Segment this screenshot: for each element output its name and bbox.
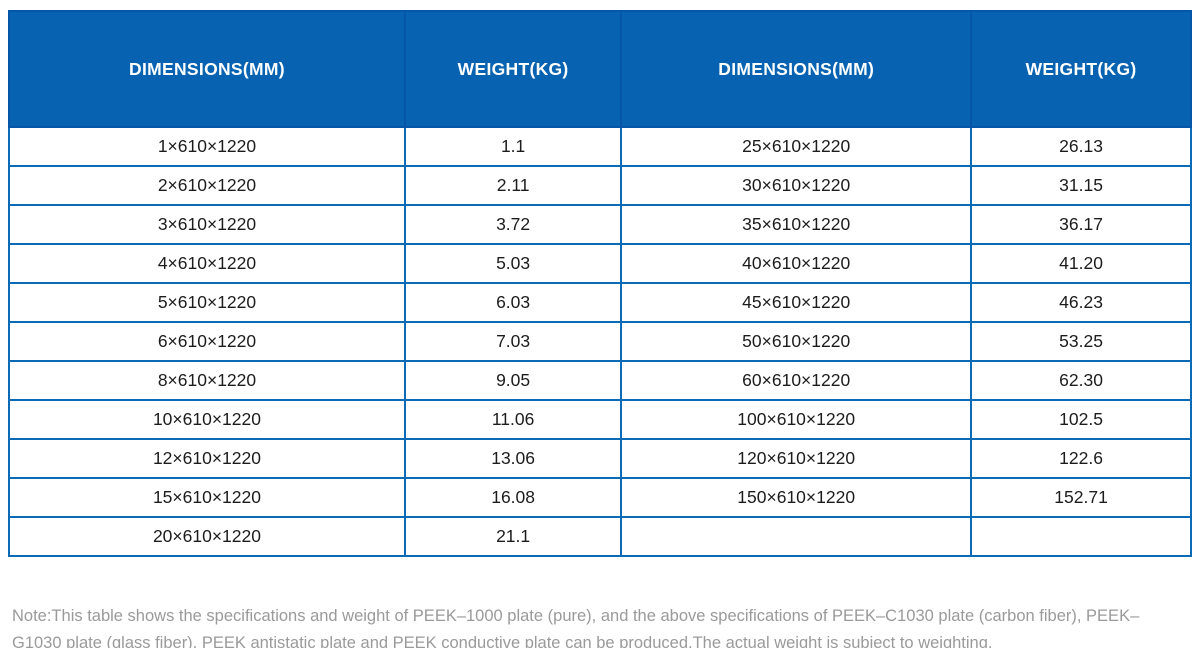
header-weight-left: WEIGHT(KG) — [403, 10, 623, 128]
header-dimensions-left: DIMENSIONS(MM) — [8, 10, 406, 128]
table-cell: 2.11 — [403, 165, 623, 206]
table-row: 20×610×1220 21.1 — [8, 516, 1192, 557]
table-row: 12×610×1220 13.06 120×610×1220 122.6 — [8, 438, 1192, 479]
table-cell: 25×610×1220 — [620, 126, 973, 167]
table-cell: 15×610×1220 — [8, 477, 406, 518]
table-cell: 30×610×1220 — [620, 165, 973, 206]
table-cell: 150×610×1220 — [620, 477, 973, 518]
table-cell: 13.06 — [403, 438, 623, 479]
table-body: 1×610×1220 1.1 25×610×1220 26.13 2×610×1220 2… — [8, 126, 1192, 557]
table-row: 5×610×1220 6.03 45×610×1220 46.23 — [8, 282, 1192, 323]
table-row: 15×610×1220 16.08 150×610×1220 152.71 — [8, 477, 1192, 518]
table-cell: 12×610×1220 — [8, 438, 406, 479]
table-row: 10×610×1220 11.06 100×610×1220 102.5 — [8, 399, 1192, 440]
table-cell: 20×610×1220 — [8, 516, 406, 557]
table-cell: 46.23 — [970, 282, 1192, 323]
table-cell: 62.30 — [970, 360, 1192, 401]
table-cell: 3.72 — [403, 204, 623, 245]
table-header-row: DIMENSIONS(MM) WEIGHT(KG) DIMENSIONS(MM)… — [8, 10, 1192, 128]
table-cell: 21.1 — [403, 516, 623, 557]
table-cell: 100×610×1220 — [620, 399, 973, 440]
table-cell — [620, 516, 973, 557]
table-cell: 26.13 — [970, 126, 1192, 167]
table-cell: 7.03 — [403, 321, 623, 362]
table-cell: 53.25 — [970, 321, 1192, 362]
table-cell: 50×610×1220 — [620, 321, 973, 362]
header-weight-right: WEIGHT(KG) — [970, 10, 1192, 128]
header-dimensions-right: DIMENSIONS(MM) — [620, 10, 973, 128]
table-cell: 16.08 — [403, 477, 623, 518]
table-cell: 60×610×1220 — [620, 360, 973, 401]
table-cell: 1.1 — [403, 126, 623, 167]
table-cell: 5.03 — [403, 243, 623, 284]
table-cell: 35×610×1220 — [620, 204, 973, 245]
table-cell: 6×610×1220 — [8, 321, 406, 362]
table-cell: 11.06 — [403, 399, 623, 440]
table-cell: 1×610×1220 — [8, 126, 406, 167]
table-row: 6×610×1220 7.03 50×610×1220 53.25 — [8, 321, 1192, 362]
peek-plate-spec-table: DIMENSIONS(MM) WEIGHT(KG) DIMENSIONS(MM)… — [8, 10, 1192, 557]
table-cell: 152.71 — [970, 477, 1192, 518]
table-cell: 8×610×1220 — [8, 360, 406, 401]
table-cell: 2×610×1220 — [8, 165, 406, 206]
table-cell: 4×610×1220 — [8, 243, 406, 284]
table-cell: 120×610×1220 — [620, 438, 973, 479]
table-row: 8×610×1220 9.05 60×610×1220 62.30 — [8, 360, 1192, 401]
table-cell: 45×610×1220 — [620, 282, 973, 323]
table-cell: 10×610×1220 — [8, 399, 406, 440]
table-cell: 31.15 — [970, 165, 1192, 206]
table-cell: 40×610×1220 — [620, 243, 973, 284]
table-row: 1×610×1220 1.1 25×610×1220 26.13 — [8, 126, 1192, 167]
table-cell: 102.5 — [970, 399, 1192, 440]
footnote: Note:This table shows the specifications… — [12, 606, 1140, 648]
table-cell: 41.20 — [970, 243, 1192, 284]
table-cell: 3×610×1220 — [8, 204, 406, 245]
table-cell — [970, 516, 1192, 557]
table-cell: 122.6 — [970, 438, 1192, 479]
table-row: 3×610×1220 3.72 35×610×1220 36.17 — [8, 204, 1192, 245]
table-cell: 9.05 — [403, 360, 623, 401]
table-cell: 36.17 — [970, 204, 1192, 245]
table-cell: 6.03 — [403, 282, 623, 323]
table-row: 2×610×1220 2.11 30×610×1220 31.15 — [8, 165, 1192, 206]
table-cell: 5×610×1220 — [8, 282, 406, 323]
table-row: 4×610×1220 5.03 40×610×1220 41.20 — [8, 243, 1192, 284]
